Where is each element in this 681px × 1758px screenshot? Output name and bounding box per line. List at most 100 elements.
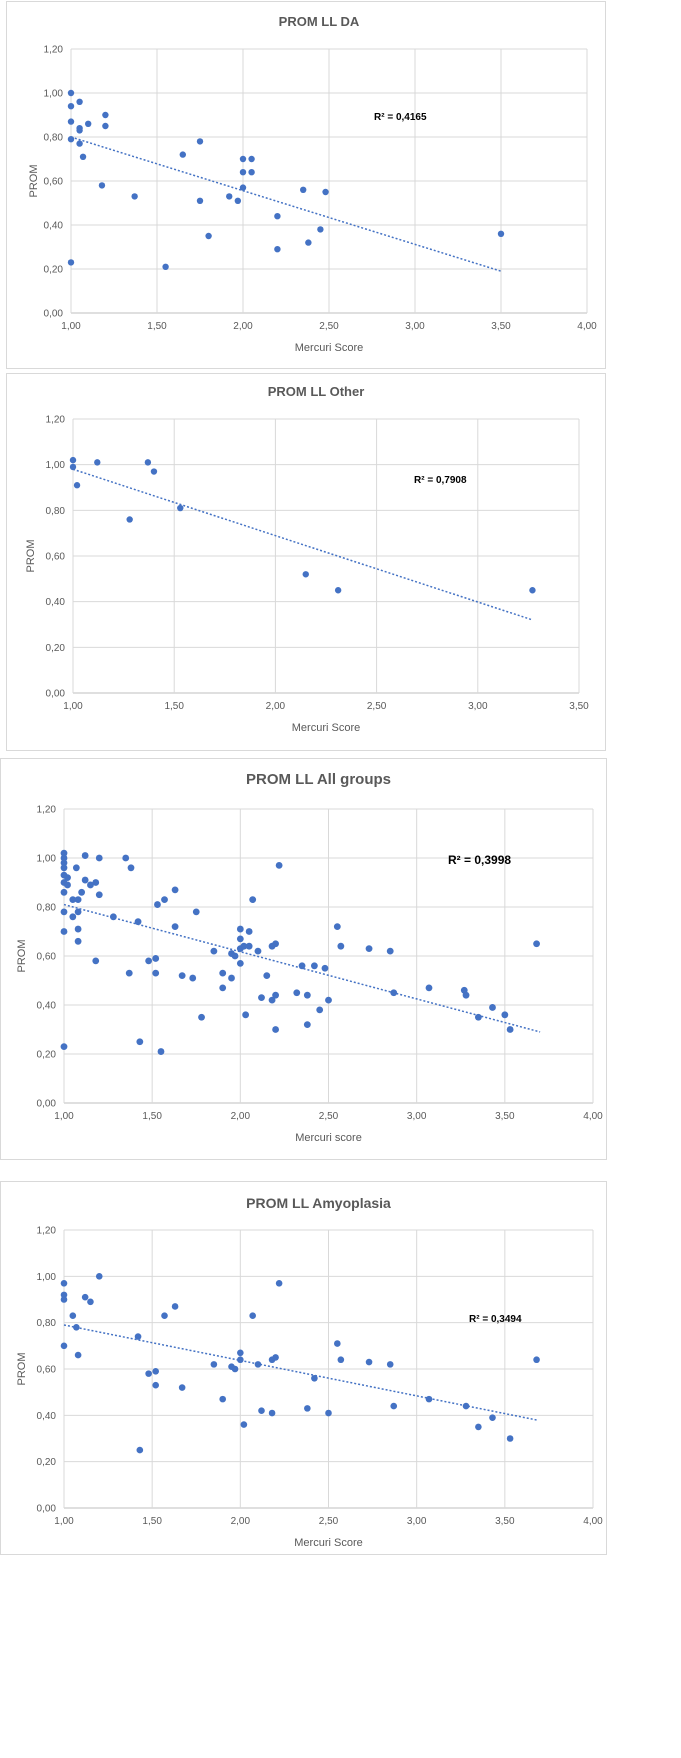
data-point — [76, 98, 83, 106]
data-point — [325, 996, 332, 1004]
data-point — [67, 259, 75, 266]
data-point — [304, 1405, 311, 1412]
chart-svg: 0,00 0,20 0,40 0,60 0,80 1,00 1,20 1,00 1,50 2,00… — [28, 14, 597, 354]
data-point — [365, 1358, 373, 1366]
data-point — [73, 1324, 80, 1331]
data-point — [196, 138, 204, 145]
x-tick-label: 3,00 — [468, 701, 488, 712]
data-point — [69, 913, 77, 921]
x-tick-label: 3,00 — [405, 321, 425, 332]
x-tick-label: 2,00 — [266, 701, 286, 712]
x-tick-label: 1,00 — [61, 321, 81, 332]
data-point — [322, 188, 329, 196]
data-point — [258, 1407, 265, 1414]
data-point — [60, 1043, 68, 1051]
data-point — [64, 874, 71, 881]
data-point — [178, 1384, 186, 1391]
y-tick-label: 1,00 — [37, 1272, 57, 1283]
chart-title: PROM LL DA — [279, 14, 360, 29]
y-tick-label: 0,40 — [46, 597, 66, 608]
data-point — [64, 881, 71, 889]
data-point — [150, 468, 158, 475]
data-point — [321, 964, 329, 972]
data-point — [196, 197, 204, 204]
data-point — [87, 881, 94, 889]
y-tick-label: 0,40 — [37, 1411, 57, 1422]
data-point — [74, 896, 82, 904]
data-point — [425, 1395, 433, 1403]
y-tick-label: 0,40 — [37, 1001, 57, 1012]
x-axis-label: Mercuri Score — [295, 342, 363, 354]
data-point — [240, 1421, 248, 1428]
data-point — [171, 886, 179, 894]
data-point — [533, 940, 540, 948]
y-tick-label: 1,00 — [44, 89, 64, 100]
data-point — [272, 1354, 279, 1361]
data-point — [272, 940, 279, 948]
data-point — [69, 456, 77, 464]
data-point — [239, 169, 247, 176]
data-point — [60, 859, 68, 867]
data-point — [171, 923, 179, 930]
x-tick-label: 3,50 — [495, 1111, 515, 1122]
y-tick-label: 0,00 — [37, 1099, 57, 1110]
data-point — [74, 1351, 82, 1359]
x-axis-label: Mercuri Score — [292, 722, 360, 734]
data-point — [69, 463, 77, 471]
x-tick-label: 3,00 — [407, 1111, 427, 1122]
data-point — [72, 864, 80, 872]
data-point — [475, 1423, 482, 1431]
data-point — [145, 1370, 152, 1377]
y-tick-label: 0,60 — [37, 952, 57, 963]
y-tick-label: 1,00 — [37, 854, 57, 865]
data-point — [85, 120, 92, 128]
data-point — [78, 888, 86, 896]
data-point — [245, 928, 253, 935]
r-squared-label: R² = 0,7908 — [414, 475, 467, 486]
x-tick-label: 3,50 — [569, 701, 589, 712]
chart-title: PROM LL Other — [268, 384, 365, 399]
data-point — [268, 996, 276, 1004]
data-point — [293, 989, 301, 997]
data-point — [154, 901, 161, 908]
data-point — [67, 89, 75, 97]
data-point — [245, 942, 253, 950]
data-point — [274, 246, 281, 253]
y-tick-label: 0,20 — [37, 1457, 57, 1468]
data-point — [125, 969, 133, 977]
y-tick-label: 0,40 — [44, 221, 64, 232]
x-tick-label: 2,50 — [319, 1516, 339, 1527]
data-point — [474, 1013, 482, 1021]
data-point — [249, 896, 257, 904]
data-point — [127, 864, 135, 872]
data-point — [390, 989, 398, 997]
y-tick-label: 1,20 — [37, 1226, 57, 1237]
x-tick-label: 2,50 — [319, 1111, 339, 1122]
data-point — [275, 1279, 283, 1287]
data-point — [311, 1374, 318, 1382]
data-point — [98, 182, 106, 189]
data-point — [263, 972, 271, 979]
data-point — [126, 516, 133, 523]
x-tick-label: 1,50 — [164, 701, 184, 712]
data-point — [161, 896, 168, 904]
data-point — [171, 1303, 179, 1310]
data-point — [300, 186, 307, 193]
chart-panel-prom-ll-da: 0,00 0,20 0,40 0,60 0,80 1,00 1,20 1,00 1,50 2,00… — [6, 1, 606, 369]
data-point — [210, 1361, 218, 1368]
data-point — [69, 896, 77, 904]
data-point — [192, 908, 200, 916]
data-point — [60, 888, 68, 896]
data-point — [462, 991, 470, 999]
data-point — [240, 942, 248, 950]
data-point — [60, 854, 68, 862]
y-tick-label: 0,00 — [46, 689, 66, 700]
y-tick-label: 0,80 — [37, 1318, 57, 1329]
data-point — [60, 1296, 68, 1303]
data-point — [302, 571, 309, 578]
y-tick-label: 1,20 — [44, 45, 64, 56]
data-point — [497, 230, 505, 237]
data-point — [92, 957, 100, 965]
data-point — [67, 103, 75, 110]
y-axis-label: PROM — [16, 1353, 28, 1386]
